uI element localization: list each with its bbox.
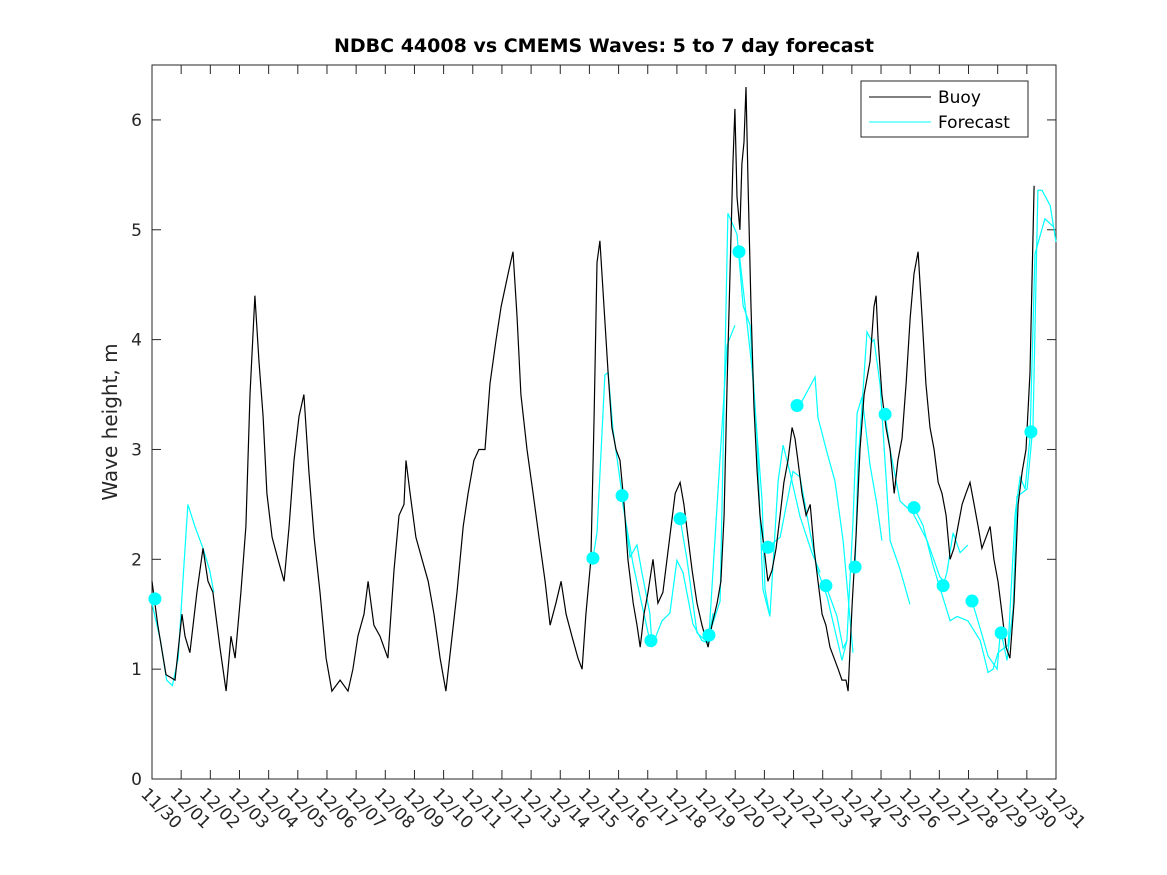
chart-title: NDBC 44008 vs CMEMS Waves: 5 to 7 day fo… xyxy=(334,35,874,57)
y-tick-label: 1 xyxy=(131,660,142,680)
y-tick-label: 2 xyxy=(131,550,142,570)
forecast-point xyxy=(761,540,775,554)
forecast-point xyxy=(732,245,746,259)
forecast-line xyxy=(913,507,999,674)
forecast-point xyxy=(790,399,804,413)
forecast-point xyxy=(819,579,833,593)
y-tick-label: 0 xyxy=(131,770,142,790)
forecast-point xyxy=(907,501,921,515)
y-axis: 0 1 2 3 4 5 6 xyxy=(131,111,1056,790)
forecast-point xyxy=(586,551,600,565)
forecast-line xyxy=(767,470,848,661)
series-group xyxy=(148,86,1057,693)
legend-buoy-label: Buoy xyxy=(938,88,981,108)
forecast-line xyxy=(1000,189,1057,661)
forecast-point xyxy=(994,626,1008,640)
y-tick-label: 6 xyxy=(131,111,142,131)
buoy-line xyxy=(151,86,1035,693)
forecast-line xyxy=(942,532,969,586)
y-tick-label: 5 xyxy=(131,221,142,241)
plot-area xyxy=(151,64,1057,780)
forecast-point xyxy=(673,512,687,526)
forecast-point xyxy=(702,628,716,642)
forecast-point xyxy=(1024,425,1038,439)
forecast-point xyxy=(644,634,658,648)
legend-box xyxy=(860,80,1029,138)
forecast-point xyxy=(878,407,892,421)
forecast-line xyxy=(796,374,854,653)
forecast-line xyxy=(708,213,771,636)
forecast-point xyxy=(965,594,979,608)
forecast-point xyxy=(848,560,862,574)
forecast-line xyxy=(825,396,883,651)
forecast-line xyxy=(971,600,1001,671)
forecast-line xyxy=(854,329,911,605)
forecast-point xyxy=(936,579,950,593)
forecast-point xyxy=(148,592,162,606)
legend: Buoy Forecast xyxy=(860,80,1029,138)
forecast-line xyxy=(708,325,736,636)
forecast-point xyxy=(615,489,629,503)
y-tick-label: 3 xyxy=(131,440,142,460)
y-tick-label: 4 xyxy=(131,331,142,351)
legend-forecast-label: Forecast xyxy=(938,113,1010,133)
y-axis-label: Wave height, m xyxy=(98,343,122,500)
forecast-line xyxy=(997,217,1054,654)
